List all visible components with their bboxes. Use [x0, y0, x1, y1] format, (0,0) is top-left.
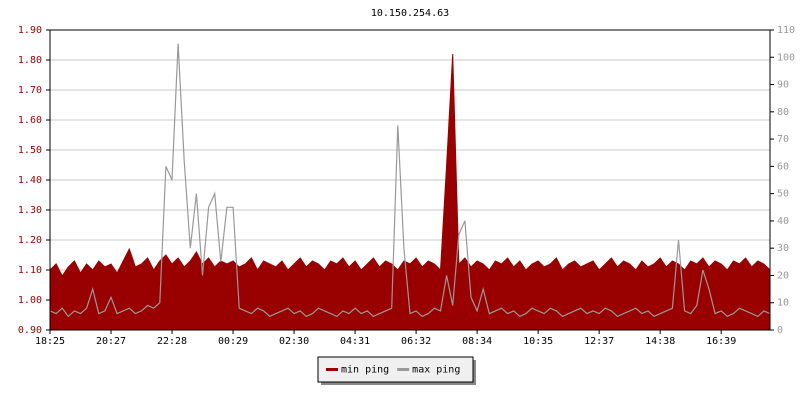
x-tick-label: 22:28	[157, 336, 187, 347]
y-tick-label: 1.80	[18, 55, 42, 66]
y2-tick-label: 10	[777, 298, 789, 309]
y2-tick-label: 80	[777, 107, 789, 118]
x-tick-label: 20:27	[96, 336, 126, 347]
y-tick-label: 1.10	[18, 265, 42, 276]
legend-label: min ping	[341, 365, 389, 376]
x-tick-label: 04:31	[340, 336, 370, 347]
x-tick-label: 06:32	[401, 336, 431, 347]
x-tick-label: 00:29	[218, 336, 248, 347]
y2-tick-label: 50	[777, 189, 789, 200]
plot-frame	[49, 29, 771, 331]
y2-tick-label: 70	[777, 134, 789, 145]
y-tick-label: 1.60	[18, 115, 42, 126]
legend	[317, 356, 474, 383]
x-tick-label: 12:37	[584, 336, 614, 347]
series-line	[49, 43, 771, 318]
y-tick-label: 1.90	[18, 25, 42, 36]
y2-tick-label: 90	[777, 80, 789, 91]
y2-tick-label: 110	[777, 25, 795, 36]
x-tick-label: 08:34	[462, 336, 492, 347]
x-tick-label: 16:39	[706, 336, 736, 347]
y2-tick-label: 20	[777, 270, 789, 281]
y-tick-label: 1.20	[18, 235, 42, 246]
series-area	[49, 53, 771, 331]
y-tick-label: 1.50	[18, 145, 42, 156]
x-tick-label: 14:38	[645, 336, 675, 347]
chart-title: 10.150.254.63	[371, 8, 449, 19]
y-tick-label: 0.90	[18, 325, 42, 336]
y2-tick-label: 0	[777, 325, 783, 336]
y2-tick-label: 60	[777, 161, 789, 172]
x-tick-label: 02:30	[279, 336, 309, 347]
x-tick-label: 18:25	[35, 336, 65, 347]
y2-tick-label: 30	[777, 243, 789, 254]
y-tick-label: 1.30	[18, 205, 42, 216]
x-tick-label: 10:35	[523, 336, 553, 347]
legend-label: max ping	[412, 365, 460, 376]
y2-tick-label: 100	[777, 52, 795, 63]
y-tick-label: 1.40	[18, 175, 42, 186]
y2-tick-label: 40	[777, 216, 789, 227]
y-tick-label: 1.70	[18, 85, 42, 96]
y-tick-label: 1.00	[18, 295, 42, 306]
